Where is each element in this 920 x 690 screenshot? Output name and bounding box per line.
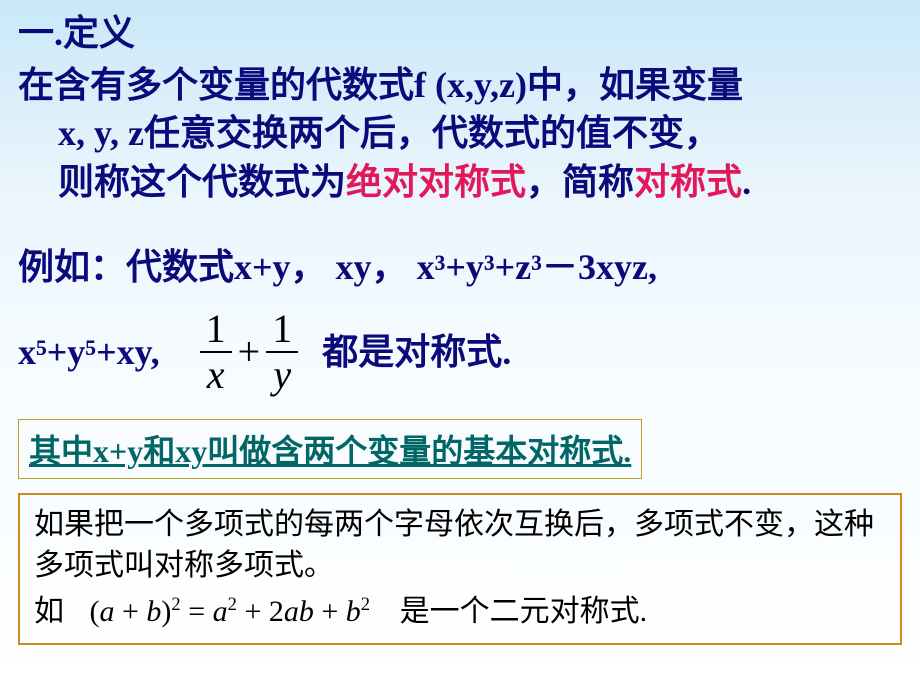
expr-2: xy — [336, 247, 372, 287]
basic-symmetric-note: 其中x+y和xy叫做含两个变量的基本对称式. — [18, 419, 642, 479]
box-p2b: 是一个二元对称式. — [400, 595, 648, 628]
def-line3e: . — [742, 162, 751, 202]
plus1: + — [115, 595, 147, 628]
frac1-den: x — [201, 353, 231, 395]
box-line2: 如 (a + b)2 = a2 + 2ab + b2 是一个二元对称式. — [34, 592, 886, 633]
polynomial-box: 如果把一个多项式的每两个字母依次互换后，多项式不变，这种多项式叫对称多项式。 如… — [18, 493, 902, 645]
examples-block: 例如：代数式x+y， xy， x³+y³+z³－3xyz, x⁵+y⁵+xy, … — [18, 243, 902, 396]
var-a1: a — [100, 595, 115, 628]
fraction-expr: 1 x + 1 y — [200, 309, 299, 395]
frac2-num: 1 — [266, 309, 298, 351]
definition-paragraph: 在含有多个变量的代数式f (x,y,z)中，如果变量 x, y, z任意交换两个… — [18, 61, 902, 207]
term-absolute-symmetric: 绝对对称式 — [346, 162, 526, 202]
var-b2: b — [346, 595, 361, 628]
fraction-1: 1 x — [200, 309, 232, 395]
fraction-2: 1 y — [266, 309, 298, 395]
expr-1: x+y — [234, 247, 291, 287]
comma3: , — [648, 247, 657, 287]
var-a2: a — [213, 595, 228, 628]
comma2: ， — [372, 247, 417, 287]
rparen: ) — [161, 595, 171, 628]
frac2-den: y — [267, 353, 297, 395]
expr-3: x³+y³+z³－3xyz — [417, 247, 648, 287]
def-line1: 在含有多个变量的代数式f (x,y,z)中，如果变量 — [18, 65, 743, 105]
comma1: ， — [291, 247, 336, 287]
frac-plus: + — [238, 325, 261, 379]
def-line3c: ，简称 — [526, 162, 634, 202]
var-b1: b — [146, 595, 161, 628]
equals: = — [181, 595, 213, 628]
ex-tail: 都是对称式. — [322, 328, 511, 377]
exp2: 2 — [228, 594, 237, 615]
ex-lead: 例如：代数式 — [18, 247, 234, 287]
def-line2: x, y, z任意交换两个后，代数式的值不变， — [18, 109, 720, 158]
lparen: ( — [90, 595, 100, 628]
box-p2a: 如 — [34, 595, 64, 628]
term-symmetric: 对称式 — [634, 162, 742, 202]
expr-4: x⁵+y⁵+xy, — [18, 328, 160, 377]
binomial-equation: (a + b)2 = a2 + 2ab + b2 — [90, 595, 378, 628]
box-p1: 如果把一个多项式的每两个字母依次互换后，多项式不变，这种多项式叫对称多项式。 — [34, 505, 886, 586]
section-title: 一.定义 — [18, 10, 902, 57]
examples-line1: 例如：代数式x+y， xy， x³+y³+z³－3xyz, — [18, 243, 902, 292]
var-ab: ab — [284, 595, 314, 628]
exp1: 2 — [171, 594, 180, 615]
def-line3a: 则称这个代数式为 — [18, 158, 346, 207]
plus2: + 2 — [237, 595, 284, 628]
frac1-num: 1 — [200, 309, 232, 351]
plus3: + — [314, 595, 346, 628]
examples-line2: x⁵+y⁵+xy, 1 x + 1 y 都是对称式. — [18, 309, 902, 395]
exp3: 2 — [361, 594, 370, 615]
